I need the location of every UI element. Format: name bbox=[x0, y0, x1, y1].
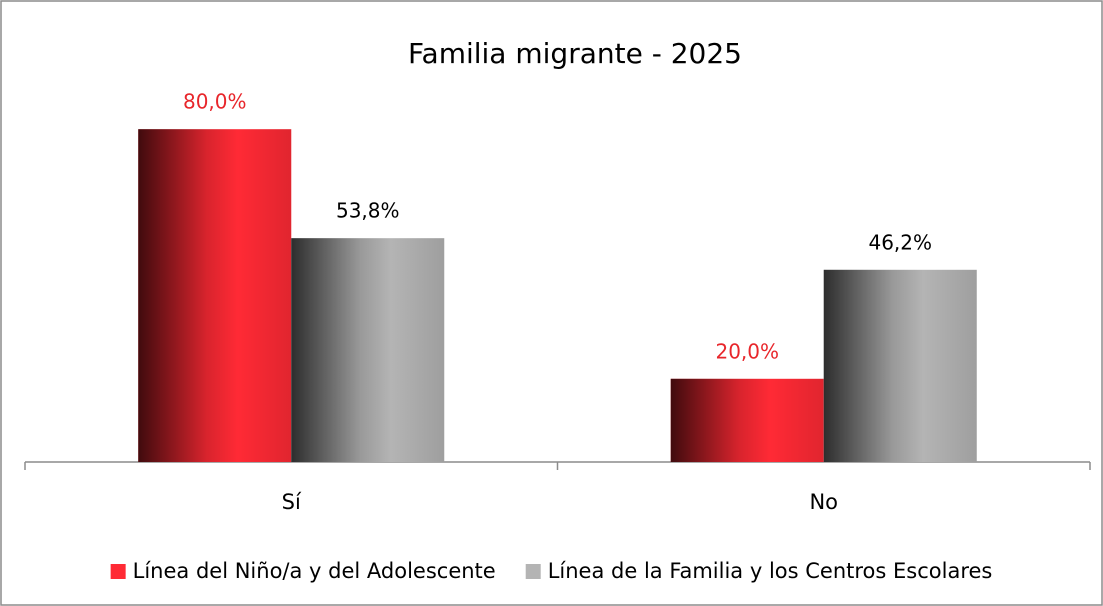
bar-shade bbox=[138, 129, 292, 462]
bar-shade bbox=[823, 269, 977, 462]
data-label: 20,0% bbox=[715, 339, 779, 363]
legend: Línea del Niño/a y del Adolescente Línea … bbox=[110, 559, 993, 583]
x-tick-label: Sí bbox=[282, 490, 302, 514]
data-label: 53,8% bbox=[336, 199, 400, 223]
legend-swatch bbox=[525, 564, 541, 579]
x-tick-label: No bbox=[809, 490, 838, 514]
legend-label: Línea del Niño/a y del Adolescente bbox=[133, 559, 496, 583]
bar-shade bbox=[291, 238, 445, 462]
chart-title: Familia migrante - 2025 bbox=[408, 37, 742, 70]
data-label: 80,0% bbox=[183, 90, 247, 114]
bar-shade bbox=[670, 378, 824, 462]
data-label: 46,2% bbox=[868, 230, 932, 254]
legend-label: Línea de la Familia y los Centros Escola… bbox=[548, 559, 993, 583]
legend-swatch bbox=[110, 564, 126, 579]
